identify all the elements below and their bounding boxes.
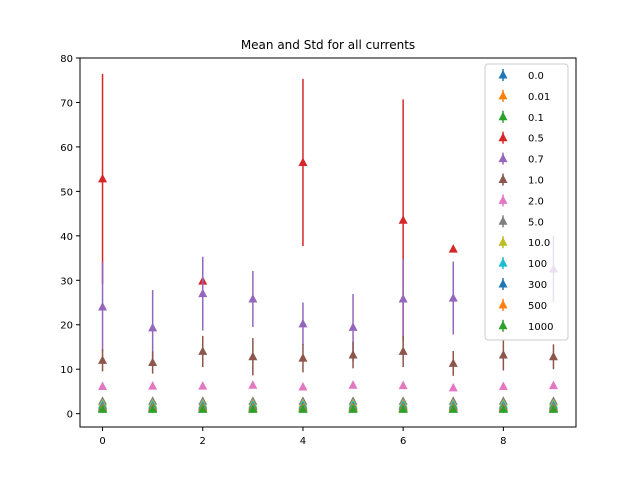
data-point — [348, 322, 358, 331]
data-point — [248, 380, 258, 389]
y-tick-label: 40 — [60, 232, 73, 243]
data-point — [348, 404, 358, 413]
data-point — [98, 381, 108, 391]
data-point — [298, 318, 308, 328]
legend-marker — [498, 90, 508, 100]
data-point — [398, 404, 408, 413]
legend-marker — [498, 195, 508, 204]
legend-label: 5.0 — [528, 217, 544, 228]
legend-marker — [498, 111, 508, 121]
x-tick-label: 0 — [99, 436, 105, 447]
y-tick-label: 50 — [60, 187, 73, 198]
data-point — [398, 380, 408, 390]
data-point — [448, 404, 458, 413]
data-point — [298, 157, 308, 166]
data-point — [398, 215, 408, 224]
data-point — [498, 404, 508, 413]
data-point — [148, 404, 158, 413]
legend-marker — [498, 132, 508, 142]
y-tick-label: 20 — [60, 321, 73, 332]
legend-label: 0.0 — [528, 71, 544, 82]
data-point — [198, 346, 208, 355]
legend-items: 0.0 0.01 0.1 0.5 0.7 1.0 2.0 5.0 10.0 100 300 500 10… — [498, 69, 553, 333]
x-tick-label: 6 — [400, 436, 406, 447]
data-point — [498, 381, 508, 391]
data-point — [98, 404, 108, 413]
legend-label: 0.1 — [528, 113, 544, 124]
y-tick-label: 10 — [60, 365, 73, 376]
legend-marker — [498, 174, 508, 183]
data-point — [298, 381, 308, 391]
data-point — [398, 346, 408, 355]
chart-title: Mean and Std for all currents — [241, 38, 415, 52]
legend-label: 0.7 — [528, 155, 544, 166]
legend-label: 500 — [528, 301, 547, 312]
data-point — [298, 404, 308, 413]
legend-marker — [498, 299, 508, 309]
data-point — [148, 381, 158, 390]
data-point — [248, 351, 258, 361]
plot-area: 0 2 4 6 8 0 10 20 30 40 50 60 70 80 — [60, 54, 577, 447]
legend-marker — [498, 237, 508, 246]
y-tick-label: 70 — [60, 98, 73, 109]
x-tick-label: 8 — [500, 436, 506, 447]
series-layer — [98, 74, 558, 413]
x-tick-label: 2 — [200, 436, 206, 447]
data-point — [448, 358, 458, 367]
y-tick-label: 60 — [60, 143, 73, 154]
legend-marker — [498, 279, 508, 288]
data-point — [98, 301, 108, 311]
data-point — [198, 404, 208, 413]
data-point — [98, 355, 108, 364]
series-0.7 — [98, 235, 558, 366]
data-point — [548, 404, 558, 413]
legend-marker — [498, 320, 508, 330]
legend-label: 2.0 — [528, 196, 544, 207]
data-point — [248, 293, 258, 303]
data-point — [198, 381, 208, 390]
data-point — [348, 349, 358, 359]
legend-frame — [484, 63, 569, 341]
series-1.0 — [98, 335, 558, 376]
x-tick-label: 4 — [300, 436, 306, 447]
data-point — [148, 357, 158, 367]
data-point — [148, 322, 158, 332]
x-axis-ticks: 0 2 4 6 8 — [99, 427, 507, 447]
legend: 0.0 0.01 0.1 0.5 0.7 1.0 2.0 5.0 10.0 100 300 500 10… — [484, 63, 569, 341]
legend-marker — [498, 216, 508, 225]
data-point — [348, 380, 358, 389]
legend-label: 300 — [528, 280, 547, 291]
legend-label: 1.0 — [528, 176, 544, 187]
data-point — [498, 349, 508, 359]
data-point — [548, 380, 558, 390]
y-tick-label: 30 — [60, 276, 73, 287]
y-axis-ticks: 0 10 20 30 40 50 60 70 80 — [60, 54, 80, 421]
axes-frame — [79, 57, 577, 428]
legend-label: 0.5 — [528, 134, 544, 145]
legend-marker — [498, 70, 508, 79]
data-point — [398, 293, 408, 303]
data-point — [448, 382, 458, 392]
series-2.0 — [98, 380, 558, 392]
y-tick-label: 80 — [60, 54, 73, 65]
data-point — [198, 288, 208, 298]
legend-label: 10.0 — [528, 238, 550, 249]
legend-marker — [498, 153, 508, 163]
legend-label: 0.01 — [528, 92, 550, 103]
legend-marker — [498, 258, 508, 267]
y-tick-label: 0 — [67, 410, 73, 421]
data-point — [548, 351, 558, 361]
legend-label: 100 — [528, 259, 547, 270]
series-1000 — [98, 404, 558, 413]
data-point — [248, 404, 258, 413]
data-point — [298, 353, 308, 362]
legend-label: 1000 — [528, 322, 553, 333]
data-point — [448, 293, 458, 302]
data-point — [448, 244, 458, 253]
data-point — [98, 173, 108, 183]
